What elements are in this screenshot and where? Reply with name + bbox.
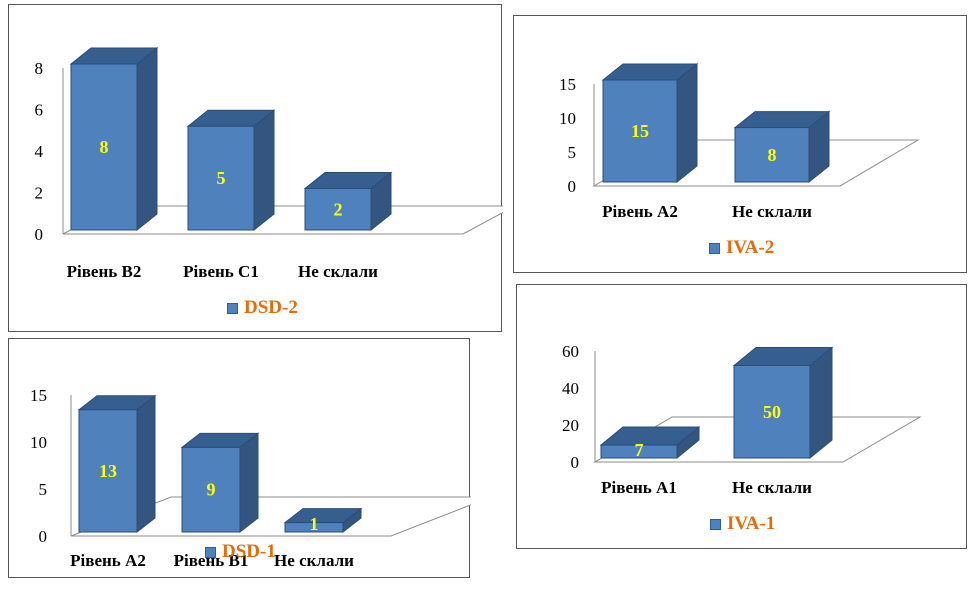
category-label: Рівень А2 — [602, 202, 678, 221]
category-label: Рівень C1 — [183, 262, 259, 281]
data-label: 15 — [631, 121, 649, 141]
bar — [181, 446, 241, 533]
chart-dsd-1: 0 5 10 15 13 9 1 Рівень А2 Рівень B1 Не склали — [30, 386, 471, 570]
legend-label: IVA-1 — [727, 513, 776, 534]
y-tick-label: 10 — [30, 433, 47, 452]
bar-side — [136, 394, 156, 534]
legend-swatch — [205, 546, 216, 558]
data-label: 5 — [217, 168, 226, 188]
bar — [284, 522, 344, 533]
chart-panel-iva-2: 0 5 10 15 15 8 Рівень А2 Не склали IVA-2 — [513, 15, 967, 273]
y-tick-label: 0 — [35, 225, 44, 244]
legend-label: DSD-2 — [244, 297, 298, 318]
bar — [78, 409, 138, 533]
legend-dsd-2: DSD-2 — [227, 297, 298, 319]
category-label: Рівень B1 — [174, 551, 249, 570]
y-tick-label: 5 — [568, 143, 577, 162]
category-label: Рівень B2 — [67, 262, 142, 281]
data-label: 8 — [100, 137, 109, 157]
legend-swatch — [709, 242, 720, 254]
data-label: 8 — [768, 145, 777, 165]
bar — [70, 63, 138, 231]
bar-side — [676, 62, 698, 184]
chart-panel-dsd-1: 0 5 10 15 13 9 1 Рівень А2 Рівень B1 Не склали DS… — [8, 338, 471, 578]
y-tick-label: 2 — [35, 184, 44, 203]
bar — [600, 444, 678, 459]
y-tick-label: 15 — [30, 386, 47, 405]
category-label: Рівень А1 — [601, 478, 677, 497]
data-label: 13 — [99, 461, 117, 481]
chart-panel-iva-1: 0 20 40 60 7 50 Рівень А1 Не склали IVA-1 — [516, 284, 967, 549]
data-label: 9 — [207, 480, 216, 500]
category-label: Не склали — [298, 262, 378, 281]
data-label: 1 — [310, 514, 319, 534]
chart-iva-2: 0 5 10 15 15 8 Рівень А2 Не склали — [559, 62, 920, 221]
y-tick-label: 6 — [35, 101, 44, 120]
y-tick-label: 40 — [562, 379, 579, 398]
legend-iva-1: IVA-1 — [710, 513, 775, 535]
data-label: 7 — [635, 440, 644, 460]
y-tick-label: 60 — [562, 342, 579, 361]
legend-dsd-1: DSD-1 — [205, 541, 276, 563]
legend-swatch — [227, 302, 238, 314]
legend-iva-2: IVA-2 — [709, 237, 774, 259]
bar — [733, 365, 811, 459]
y-tick-label: 0 — [39, 527, 48, 546]
y-tick-label: 0 — [571, 453, 580, 472]
chart-panel-dsd-2: 0 2 4 6 8 8 5 2 Рівень B2 Рівень C1 Не склали DSD-… — [8, 4, 503, 332]
category-label: Рівень А2 — [70, 551, 146, 570]
y-tick-label: 20 — [562, 416, 579, 435]
data-label: 2 — [334, 199, 343, 219]
bar-side — [239, 432, 259, 534]
legend-swatch — [710, 518, 721, 530]
category-label: Не склали — [732, 202, 812, 221]
legend-label: IVA-2 — [726, 237, 775, 258]
bar — [734, 127, 810, 183]
data-label: 50 — [763, 402, 781, 422]
bar-side — [253, 109, 275, 232]
category-label: Не склали — [274, 551, 354, 570]
y-tick-label: 0 — [568, 177, 577, 196]
bar — [187, 125, 255, 231]
bar — [304, 188, 372, 231]
chart-iva-1: 0 20 40 60 7 50 Рівень А1 Не склали — [562, 342, 922, 497]
y-tick-label: 8 — [35, 59, 44, 78]
chart-dsd-2: 0 2 4 6 8 8 5 2 Рівень B2 Рівень C1 Не склали — [35, 46, 503, 281]
y-tick-label: 10 — [559, 109, 576, 128]
y-tick-label: 4 — [35, 142, 44, 161]
bar — [602, 79, 678, 183]
y-tick-label: 5 — [39, 480, 48, 499]
legend-label: DSD-1 — [222, 541, 276, 562]
bar-side — [809, 346, 833, 460]
y-tick-label: 15 — [559, 75, 576, 94]
bar-side — [136, 46, 158, 232]
category-label: Не склали — [732, 478, 812, 497]
